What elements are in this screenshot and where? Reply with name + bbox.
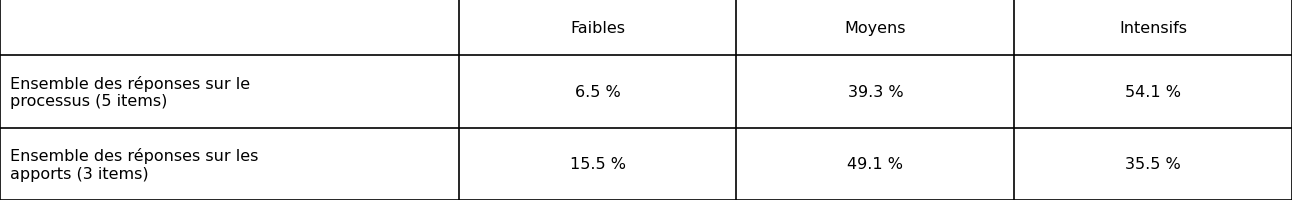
Text: 54.1 %: 54.1 % [1125,85,1181,99]
Text: 6.5 %: 6.5 % [575,85,620,99]
Text: Moyens: Moyens [845,21,906,35]
Text: 49.1 %: 49.1 % [848,157,903,171]
Text: 39.3 %: 39.3 % [848,85,903,99]
Text: Faibles: Faibles [570,21,625,35]
Text: 15.5 %: 15.5 % [570,157,625,171]
Text: Ensemble des réponses sur le
processus (5 items): Ensemble des réponses sur le processus (… [10,75,251,109]
Text: 35.5 %: 35.5 % [1125,157,1181,171]
Text: Intensifs: Intensifs [1119,21,1187,35]
Text: Ensemble des réponses sur les
apports (3 items): Ensemble des réponses sur les apports (3… [10,147,258,181]
